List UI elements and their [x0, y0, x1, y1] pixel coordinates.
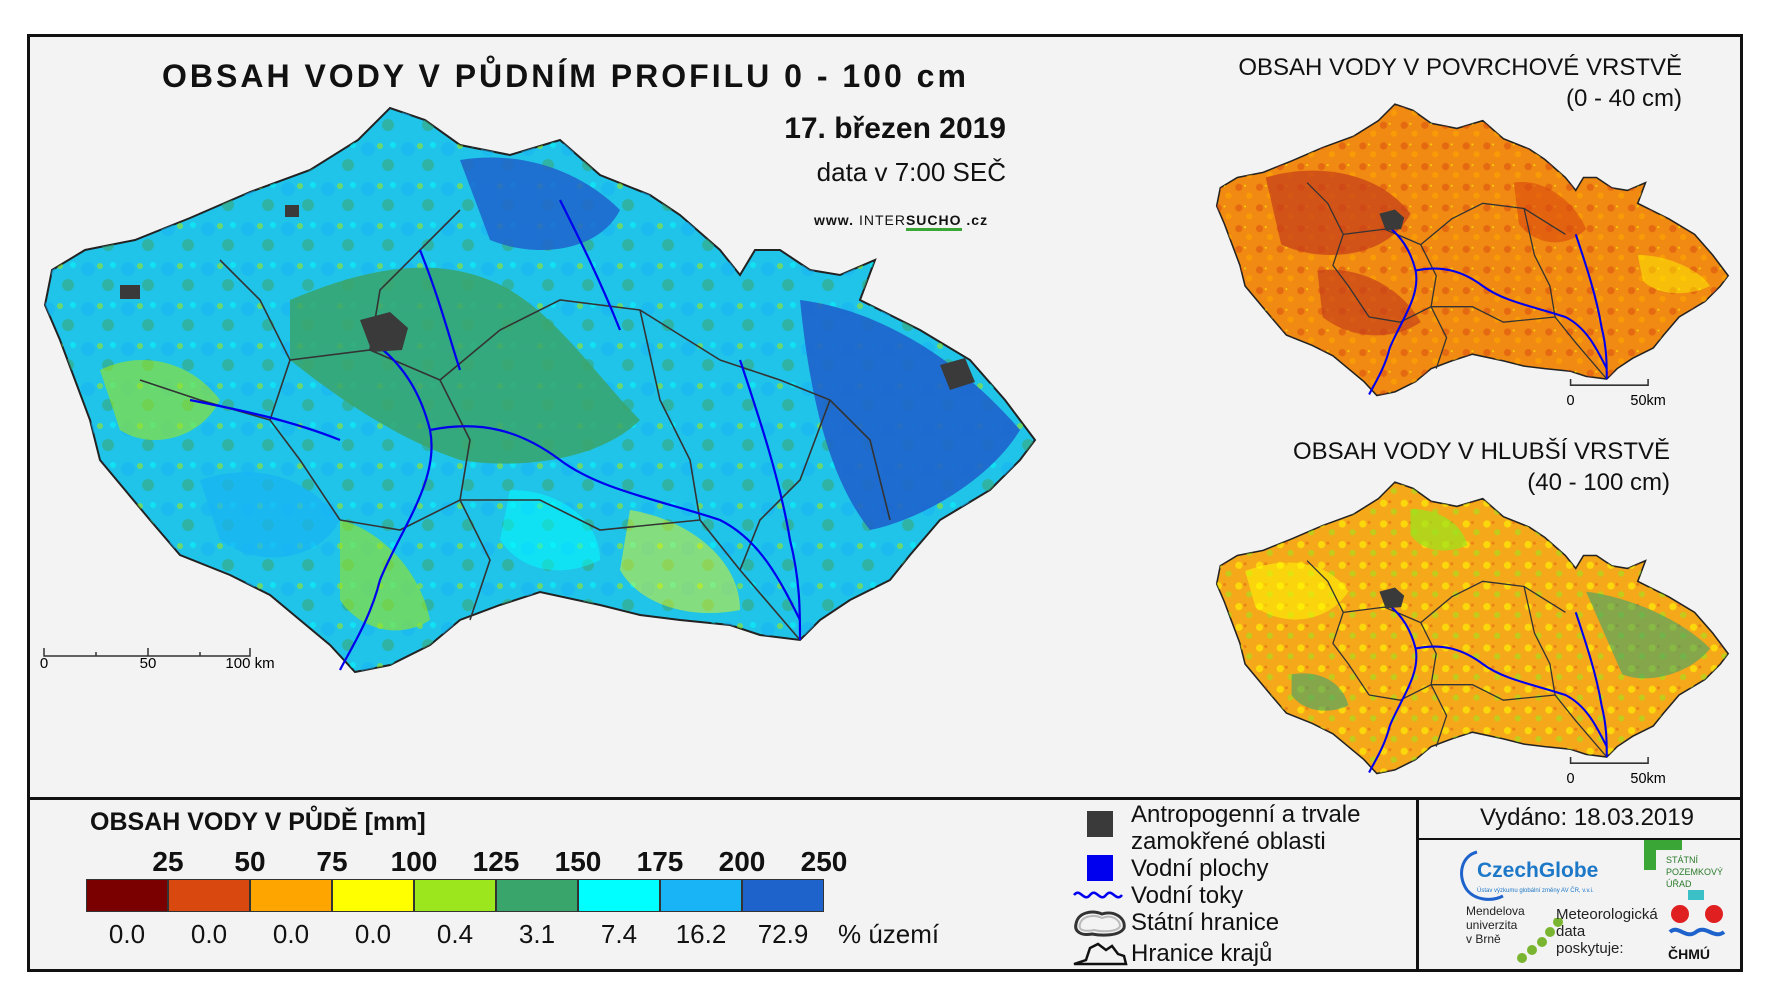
legend-percent-2: 0.0: [190, 919, 228, 949]
url-sucho: SUCHO: [905, 212, 962, 231]
chmu-logo: ČHMÚ: [1662, 890, 1732, 966]
rivers-swatch: [1073, 891, 1123, 899]
anthropogenic-label: Antropogenní a trvale zamokřené oblasti: [1131, 801, 1361, 855]
legend-threshold-25: 25: [152, 846, 184, 877]
surface-map-title: OBSAH VODY V POVRCHOVÉ VRSTVĚ (0 - 40 cm…: [1180, 54, 1682, 113]
meteo-line2: data: [1556, 923, 1586, 940]
legend-percent-6: 3.1: [518, 919, 556, 949]
legend-threshold-100: 100: [390, 846, 438, 877]
legend-percent-8: 16.2: [675, 919, 727, 949]
time-label: data v 7:00 SEČ: [816, 157, 1006, 187]
legend-percent-9: 72.9: [757, 919, 809, 949]
deep-map-title-line1: OBSAH VODY V HLUBŠÍ VRSTVĚ: [1292, 438, 1670, 465]
legend-threshold-75: 75: [316, 846, 348, 877]
surface-scale-label-50: 50km: [1630, 393, 1665, 409]
url-prefix: www.: [814, 212, 855, 228]
mendel-logo: Mendelova univerzita v Brně: [1460, 904, 1570, 970]
deep-map-title-line2: (40 - 100 cm): [1527, 469, 1670, 496]
anthropogenic-areas: [120, 205, 975, 390]
legend-percent-7: 7.4: [600, 919, 638, 949]
legend-class-4: [332, 879, 414, 912]
mendel-text: Mendelova univerzita v Brně: [1466, 904, 1525, 946]
legend-threshold-50: 50: [234, 846, 266, 877]
legend-title: OBSAH VODY V PŮDĚ [mm]: [90, 808, 426, 836]
legend-class-6: [496, 879, 578, 912]
legend-class-5: [414, 879, 496, 912]
legend-class-3: [250, 879, 332, 912]
anthropogenic-line2: zamokřené oblasti: [1131, 828, 1326, 855]
main-scale-bar: [43, 648, 251, 657]
logos-divider: [1416, 797, 1419, 972]
surface-map-title-line2: (0 - 40 cm): [1565, 85, 1682, 112]
anthropogenic-swatch: [1087, 811, 1113, 837]
main-scale-label-100: 100 km: [225, 655, 274, 672]
water-bodies-label: Vodní plochy: [1131, 855, 1269, 882]
legend-percent-1: 0.0: [108, 919, 146, 949]
water-bodies-swatch: [1087, 855, 1113, 881]
legend-threshold-150: 150: [554, 846, 602, 877]
legend-class-9: [742, 879, 824, 912]
deep-map: 0 50km: [1215, 481, 1730, 787]
spu-line1: STÁTNÍ: [1666, 855, 1699, 865]
anthropogenic-line1: Antropogenní a trvale: [1131, 801, 1361, 828]
legend-threshold-125: 125: [472, 846, 520, 877]
legend-percent-5: 0.4: [436, 919, 474, 949]
spu-logo: STÁTNÍ POZEMKOVÝ ÚŘAD: [1640, 840, 1730, 902]
legend-divider: [27, 797, 1743, 800]
main-scale-label-0: 0: [40, 655, 48, 672]
meteo-line1: Meteorologická: [1556, 906, 1658, 923]
spu-text: STÁTNÍ POZEMKOVÝ ÚŘAD: [1666, 854, 1723, 890]
legend-threshold-200: 200: [718, 846, 766, 877]
legend-threshold-175: 175: [636, 846, 684, 877]
percent-unit: % území: [838, 919, 940, 949]
mendel-line3: v Brně: [1466, 932, 1501, 946]
spu-line2: POZEMKOVÝ: [1666, 867, 1724, 877]
url-inter: INTER: [858, 212, 906, 228]
chmu-name: ČHMÚ: [1668, 946, 1710, 962]
meteo-line3: poskytuje:: [1556, 940, 1624, 957]
meteo-text: Meteorologická data poskytuje:: [1556, 906, 1658, 957]
surface-map-title-line1: OBSAH VODY V POVRCHOVÉ VRSTVĚ: [1238, 54, 1682, 81]
main-map: 0 50 100 km: [40, 106, 1037, 674]
deep-scale-label-0: 0: [1567, 771, 1575, 787]
region-borders: [139, 209, 891, 641]
url-suffix: .cz: [966, 212, 989, 228]
legend-class-8: [660, 879, 742, 912]
czechglobe-logo: CzechGlobe Ústav výzkumu globální změny …: [1455, 846, 1605, 906]
legend-percent-4: 0.0: [354, 919, 392, 949]
surface-scale-label-0: 0: [1567, 393, 1575, 409]
legend-class-7: [578, 879, 660, 912]
deep-map-title: OBSAH VODY V HLUBŠÍ VRSTVĚ (40 - 100 cm): [1180, 438, 1670, 497]
legend-class-1: [86, 879, 168, 912]
rivers-label: Vodní toky: [1131, 882, 1244, 909]
czechglobe-subtitle: Ústav výzkumu globální změny AV ČR, v.v.…: [1477, 888, 1594, 894]
main-scale-label-50: 50: [140, 655, 157, 672]
issued-date: Vydáno: 18.03.2019: [1480, 804, 1694, 831]
region-border-label: Hranice krajů: [1131, 940, 1273, 967]
legend-percent-3: 0.0: [272, 919, 310, 949]
date-label: 17. březen 2019: [784, 112, 1006, 145]
state-border-swatch: [1074, 910, 1126, 937]
legend-class-2: [168, 879, 250, 912]
main-title: OBSAH VODY V PŮDNÍM PROFILU 0 - 100 cm: [162, 58, 969, 94]
state-border-label: Státní hranice: [1131, 909, 1280, 936]
spu-line3: ÚŘAD: [1666, 879, 1692, 889]
deep-scale-label-50: 50km: [1630, 771, 1665, 787]
legend-threshold-250: 250: [800, 846, 848, 877]
mendel-line2: univerzita: [1466, 918, 1518, 932]
rivers: [189, 199, 802, 671]
intersucho-link[interactable]: www. INTERSUCHO .cz: [814, 212, 989, 231]
region-border-swatch: [1073, 942, 1128, 966]
surface-map: 0 50km: [1215, 103, 1730, 409]
issued-divider: [1416, 838, 1743, 840]
czechglobe-name: CzechGlobe: [1477, 859, 1599, 882]
mendel-line1: Mendelova: [1466, 904, 1525, 918]
